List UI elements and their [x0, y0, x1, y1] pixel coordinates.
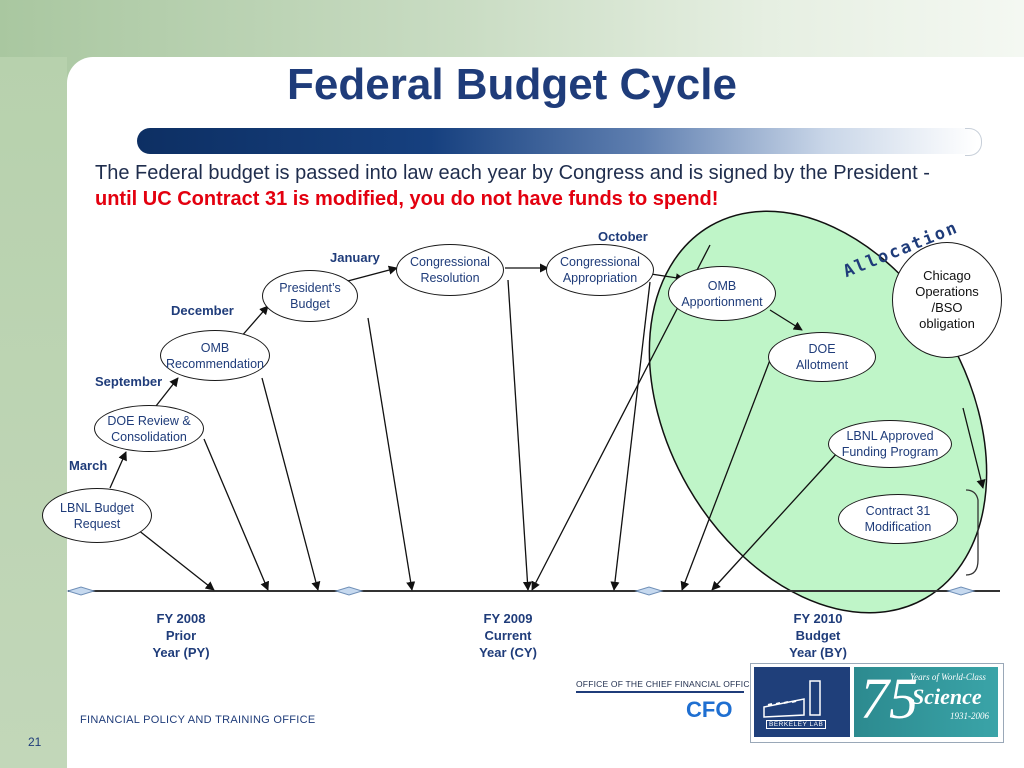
timeline-arrow: [610, 281, 651, 591]
left-decorative-strip: [0, 57, 67, 768]
cfo-rule: [576, 691, 744, 693]
month-september: September: [95, 374, 163, 389]
node-doe-allotment: DOE Allotment: [768, 332, 876, 382]
timeline-arrow: [680, 359, 771, 591]
node-lbnl-approved-funding: LBNL Approved Funding Program: [828, 420, 952, 468]
footer-office-name: FINANCIAL POLICY AND TRAINING OFFICE: [80, 714, 316, 726]
anniversary-logo: [854, 667, 998, 737]
timeline-marker: [66, 586, 96, 596]
fiscal-year-current: FY 2009 Current Year (CY): [479, 611, 537, 660]
timeline-arrow: [962, 407, 986, 489]
timeline-markers: [66, 586, 976, 596]
anniversary-line2: Science: [912, 684, 982, 709]
timeline-marker: [634, 586, 664, 596]
berkeley-lab-label: BERKELEY LAB: [766, 720, 827, 729]
arrow-request-to-review: [109, 451, 127, 489]
timeline-arrow: [203, 438, 269, 591]
timeline-arrow: [127, 521, 215, 591]
fiscal-year-budget: FY 2010 Budget Year (BY): [789, 611, 847, 660]
timeline-arrow: [507, 279, 533, 591]
month-december: December: [171, 303, 234, 318]
node-chicago-operations: Chicago Operations/BSO obligation: [892, 242, 1002, 358]
timeline-marker: [946, 586, 976, 596]
arrow-omb-to-president: [239, 305, 269, 339]
lab-building-icon: [763, 680, 821, 718]
node-lbnl-budget-request: LBNL Budget Request: [42, 488, 152, 543]
month-january: January: [330, 250, 380, 265]
intro-text: The Federal budget is passed into law ea…: [95, 162, 930, 184]
node-presidents-budget: President’s Budget: [262, 270, 358, 322]
intro-emphasis: until UC Contract 31 is modified, you do…: [95, 188, 719, 210]
node-omb-apportionment: OMB Apportionment: [668, 266, 776, 321]
node-contract31-modification: Contract 31 Modification: [838, 494, 958, 544]
page-number: 21: [28, 735, 42, 749]
intro-paragraph: The Federal budget is passed into law ea…: [95, 160, 955, 212]
fiscal-year-prior: FY 2008 Prior Year (PY): [152, 611, 210, 660]
month-october: October: [598, 229, 648, 244]
timeline-marker: [334, 586, 364, 596]
berkeley-lab-logo: [754, 667, 850, 737]
page-title: Federal Budget Cycle: [287, 60, 737, 109]
arrow-apportionment-to-allotment: [769, 309, 803, 331]
node-doe-review: DOE Review & Consolidation: [94, 405, 204, 452]
month-march: March: [69, 458, 108, 473]
right-bracket: [965, 489, 979, 576]
node-congressional-appropriation: Congressional Appropriation: [546, 244, 654, 296]
arrow-president-to-resolution: [343, 265, 398, 283]
timeline-arrow: [261, 377, 321, 591]
cfo-logo-text: CFO: [686, 697, 733, 722]
anniversary-line3: 1931-2006: [950, 711, 989, 721]
node-congressional-resolution: Congressional Resolution: [396, 244, 504, 296]
node-omb-recommendation: OMB Recommendation: [160, 330, 270, 381]
timeline-arrow: [711, 451, 839, 591]
anniversary-line1: Years of World-Class: [910, 672, 986, 682]
cfo-heading: OFFICE OF THE CHIEF FINANCIAL OFFICER: [576, 679, 762, 689]
arrow-review-to-omb: [155, 377, 179, 407]
title-underline-bar: [137, 128, 977, 154]
timeline-arrow: [367, 317, 416, 591]
anniversary-number: 75: [860, 666, 918, 731]
